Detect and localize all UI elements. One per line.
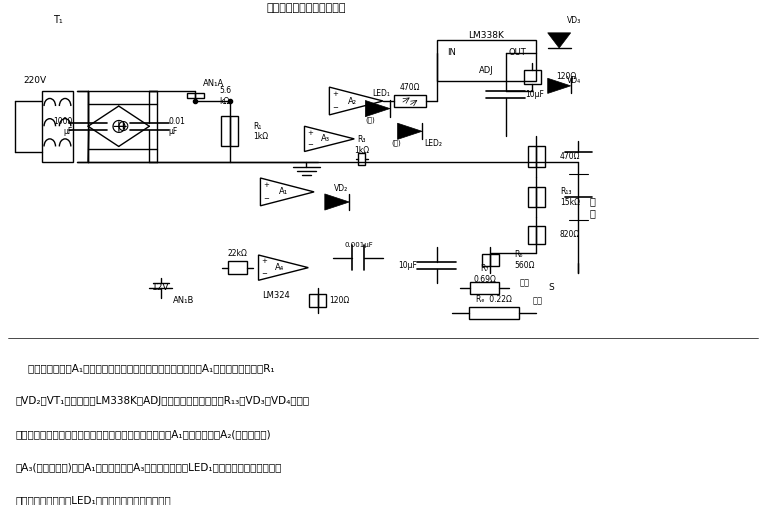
Text: A₄: A₄ [275,263,284,272]
Text: 当接通电源时，A₁的反相输入端电位总是低于同相输入端，则A₁输出高电平，通过R₁: 当接通电源时，A₁的反相输入端电位总是低于同相输入端，则A₁输出高电平，通过R₁ [15,364,275,374]
Bar [228,262,247,274]
Text: +: + [332,91,339,97]
Bar [528,146,545,167]
Text: R₁₃
15kΩ: R₁₃ 15kΩ [560,187,580,207]
Polygon shape [329,87,383,115]
Text: VD₂: VD₂ [334,184,348,193]
Text: R₃
1kΩ: R₃ 1kΩ [355,135,369,155]
Text: 120Ω: 120Ω [556,72,576,81]
Text: 120Ω: 120Ω [329,296,349,305]
Text: 正常: 正常 [519,278,530,287]
Bar [524,70,541,84]
Text: R₇
0.69Ω: R₇ 0.69Ω [473,264,496,284]
Text: −: − [262,271,267,277]
Text: R₆
560Ω: R₆ 560Ω [514,250,535,270]
Text: +: + [308,130,313,135]
Text: LM324: LM324 [262,291,290,300]
Text: 1000
μF: 1000 μF [54,117,73,136]
Text: 820Ω: 820Ω [560,230,580,239]
Text: 5.6
kΩ: 5.6 kΩ [219,86,231,106]
Bar [394,94,426,107]
Bar [528,226,545,244]
Text: (绿): (绿) [365,116,375,123]
Bar [470,282,499,294]
Text: 220V: 220V [23,76,46,85]
Polygon shape [548,33,571,48]
Text: LED₁: LED₁ [372,89,391,98]
Polygon shape [304,126,355,152]
Text: ⨁: ⨁ [112,119,126,133]
Text: 12V: 12V [152,283,169,292]
Bar [528,187,545,207]
Text: ⊕: ⊕ [116,119,129,134]
Text: IN: IN [447,48,457,57]
Text: 10μF: 10μF [398,261,417,270]
Polygon shape [398,123,422,139]
Bar [437,40,536,81]
Text: 快充: 快充 [532,296,542,305]
Text: +: + [264,182,270,188]
Text: 10μF: 10μF [525,90,544,99]
Bar [358,153,365,166]
Polygon shape [259,255,308,280]
Text: LED₂: LED₂ [424,139,442,148]
Polygon shape [325,194,349,210]
Text: 0.001μF: 0.001μF [344,242,373,248]
Text: LM338K: LM338K [469,31,504,40]
Text: −: − [264,196,270,202]
Text: 22kΩ: 22kΩ [228,249,247,258]
Text: Rₑ  0.22Ω: Rₑ 0.22Ω [476,295,512,304]
Bar [88,104,157,149]
Polygon shape [548,78,571,93]
Bar [469,307,519,320]
Bar [221,116,238,146]
Bar [187,93,204,98]
Text: 和A₃(同相输入端)。因A₁输出高电平，A₃输出高电平，则LED₁发光以指示充电未开始状: 和A₃(同相输入端)。因A₁输出高电平，A₃输出高电平，则LED₁发光以指示充电… [15,462,282,472]
Text: AN₁B: AN₁B [173,296,195,305]
Text: 态；当充电结束时，LED₁再次发光以指示充电完成。: 态；当充电结束时，LED₁再次发光以指示充电完成。 [15,495,171,505]
Text: ADJ: ADJ [479,66,494,75]
Text: VD₃: VD₃ [567,16,581,25]
Text: S: S [548,283,555,292]
Text: +: + [262,259,267,264]
Bar [309,294,326,307]
Text: 负载，这样设计的目的是接电池时不会发生火花与放电。A₁的输出还接到A₂(反相输入端): 负载，这样设计的目的是接电池时不会发生火花与放电。A₁的输出还接到A₂(反相输入… [15,429,271,439]
Text: A₂: A₂ [348,96,357,106]
Text: AN₁A: AN₁A [203,79,224,88]
Text: T₁: T₁ [53,15,62,25]
Polygon shape [365,100,390,117]
Bar [42,91,73,162]
Text: 电
池: 电 池 [590,196,596,218]
Text: 和VD₂使VT₁饱和导通，LM338K的ADJ接地，输出电压较低，R₁₃和VD₃及VD₄作为轻: 和VD₂使VT₁饱和导通，LM338K的ADJ接地，输出电压较低，R₁₃和VD₃… [15,396,309,407]
Text: 恒压铅蓄电池充电器电路图: 恒压铅蓄电池充电器电路图 [267,3,346,13]
Text: 0.01
μF: 0.01 μF [169,117,185,136]
Text: 470Ω: 470Ω [560,152,581,161]
Text: A₃: A₃ [321,134,330,143]
Text: −: − [332,105,339,111]
Text: −: − [308,142,313,148]
Polygon shape [260,178,314,206]
Bar [482,254,499,267]
Text: 470Ω: 470Ω [400,83,420,91]
Text: A₁: A₁ [279,187,288,196]
Text: VD₄: VD₄ [567,76,581,85]
Text: OUT: OUT [508,48,526,57]
Text: R₁
1kΩ: R₁ 1kΩ [254,122,269,141]
Text: (红): (红) [391,139,401,146]
